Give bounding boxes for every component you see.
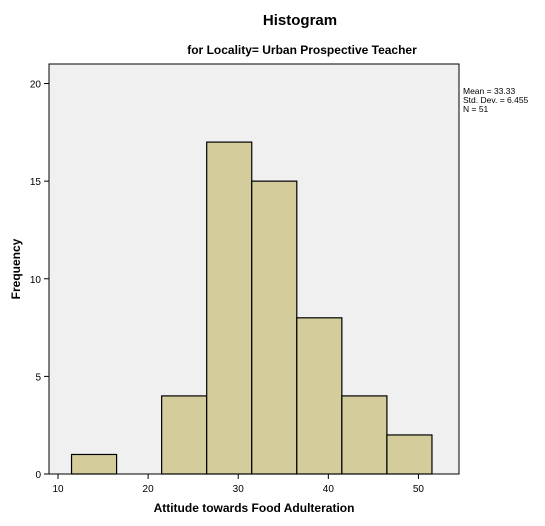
- histogram-bar: [386, 434, 433, 475]
- y-tick-label: 5: [35, 372, 41, 383]
- y-axis-label: Frequency: [9, 238, 23, 299]
- x-tick-label: 10: [52, 484, 64, 495]
- x-tick-label: 40: [323, 484, 335, 495]
- histogram-bar: [161, 395, 208, 475]
- bars-layer: [70, 141, 433, 475]
- x-tick-label: 20: [143, 484, 155, 495]
- y-tick-label: 20: [30, 80, 42, 91]
- histogram-bar: [206, 141, 253, 475]
- stats-line: Std. Dev. = 6.455: [463, 95, 529, 105]
- histogram-bar: [341, 395, 388, 475]
- stats-line: Mean = 33.33: [463, 86, 515, 96]
- histogram-bar: [251, 180, 298, 475]
- axes-layer: 0 5 10 15 20 10 20 30 40 50: [30, 80, 425, 495]
- y-tick-label: 15: [30, 177, 42, 188]
- histogram-bar: [70, 453, 118, 475]
- y-tick-label: 10: [30, 275, 42, 286]
- stats-line: N = 51: [463, 104, 489, 114]
- x-axis-label: Attitude towards Food Adulteration: [154, 501, 355, 515]
- y-tick-label: 0: [35, 470, 41, 481]
- x-tick-label: 30: [233, 484, 245, 495]
- chart-title: Histogram: [263, 12, 337, 29]
- x-tick-label: 50: [413, 484, 425, 495]
- chart-subtitle: for Locality= Urban Prospective Teacher: [187, 43, 417, 57]
- histogram-bar: [296, 317, 343, 475]
